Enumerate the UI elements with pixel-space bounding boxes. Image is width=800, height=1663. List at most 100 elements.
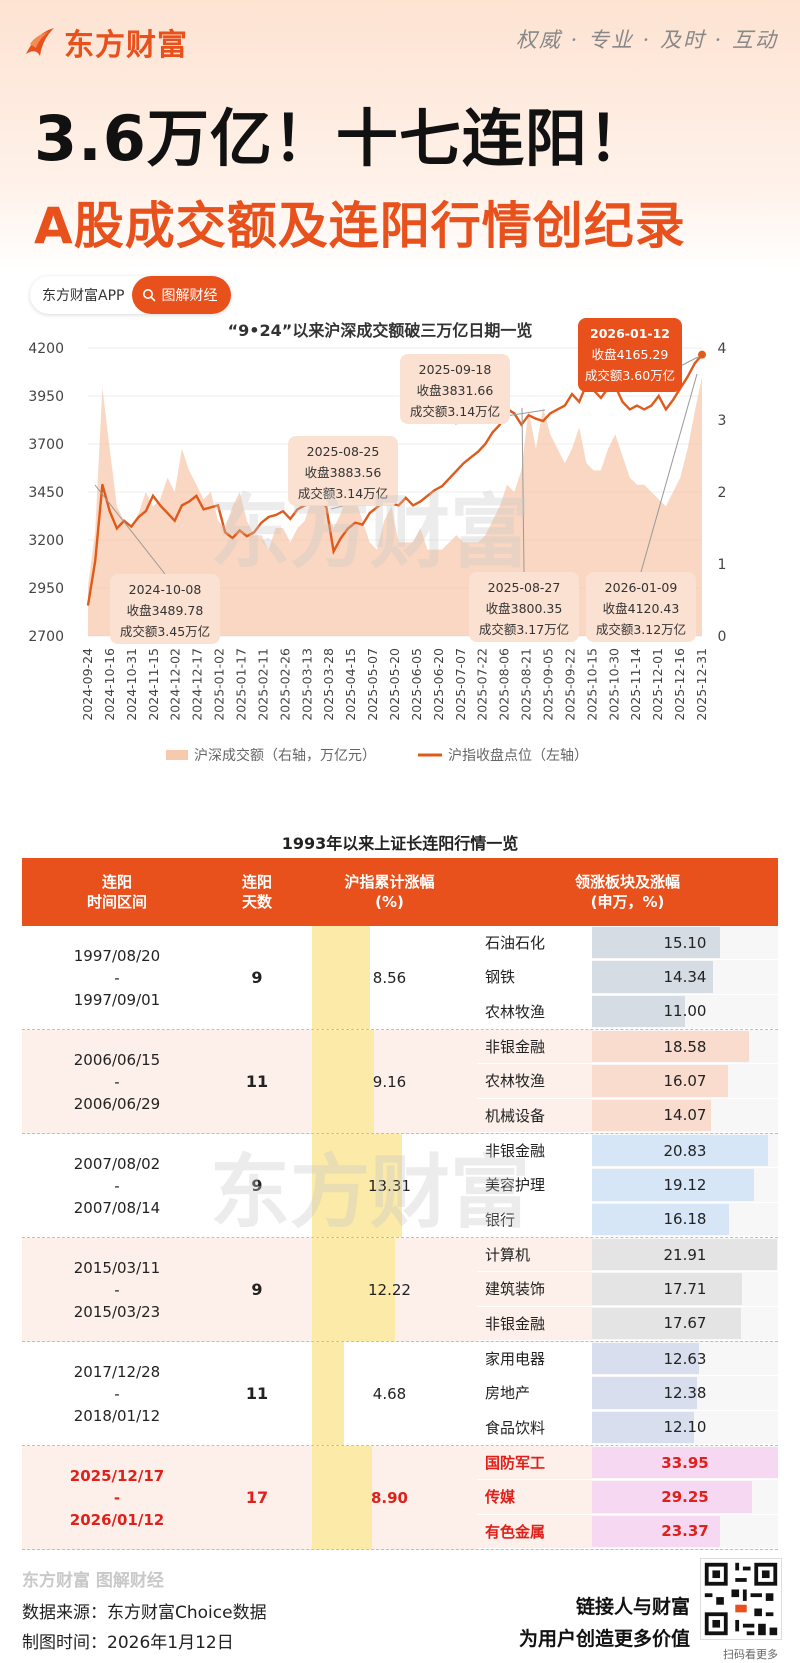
sector-bar [592,1377,697,1409]
period-text: 2006/06/29 [73,1094,161,1113]
sector-name: 计算机 [485,1246,531,1265]
period-text: - [114,968,120,987]
index-point [491,431,494,434]
sector-value: 14.34 [663,967,707,986]
annotation-box [469,572,579,642]
y-right-tick: 1 [718,557,727,573]
header-background [0,0,800,270]
brand: 东方财富 [22,20,188,64]
index-point [296,508,299,510]
annotation-leader [330,505,344,510]
sector-bar-wrap: 14.34 [592,960,778,994]
annotation-leader [521,407,525,573]
cum-bar [312,1446,373,1549]
sector-bar-wrap: 14.07 [592,1098,778,1132]
index-point [528,414,530,416]
period-cell: 2007/08/02 - 2007/08/14 [22,1134,212,1237]
annotation-leader [640,373,698,573]
cum-value: 13.31 [368,1176,411,1195]
sector-bar-wrap: 12.10 [592,1410,778,1444]
index-point [513,412,515,414]
days-cell: 11 [245,1072,269,1091]
x-tick: 2025-03-13 [299,648,314,721]
tag-button[interactable]: 图解财经 [132,276,232,314]
index-point [145,510,147,512]
sector-name: 非银金融 [485,1038,546,1057]
index-point [542,420,544,422]
sector-value: 12.63 [663,1349,707,1368]
annotation-close: 收盘3489.78 [127,603,204,618]
index-point [253,531,255,533]
annotation-volume: 成交额3.12万亿 [596,622,686,637]
period-text: 2025/12/17 [69,1466,165,1485]
index-point [159,504,161,506]
slogan: 权威 · 专业 · 及时 · 互动 [515,28,778,52]
sector-value: 12.38 [663,1383,707,1402]
index-point [441,485,443,487]
sector-bar-wrap: 33.95 [592,1446,778,1480]
index-line [86,353,703,606]
sector-bar-wrap: 21.91 [592,1238,778,1272]
index-point [325,506,327,508]
index-point [181,504,183,506]
index-point [369,512,371,514]
sector-bar [592,1203,729,1235]
index-point [289,518,291,520]
cum-cell: 12.22 [302,1238,477,1341]
sector-bar-wrap: 12.38 [592,1376,778,1410]
x-tick: 2024-10-31 [124,648,139,721]
sectors-cell: 家用电器 12.63 房地产 12.38 食品饮料 12.10 [477,1342,778,1445]
x-tick: 2025-02-11 [255,648,270,721]
x-tick: 2025-09-22 [562,648,577,721]
sector-name: 食品饮料 [485,1418,546,1437]
chart-svg: “9•24”以来沪深成交额破三万亿日期一览 420039503700345032… [28,318,727,764]
sector-bar [592,1447,778,1479]
table-header: 连阳 时间区间 连阳 天数 沪指累计涨幅 (%) 领涨板块及涨幅 (申万，%) [22,858,778,926]
x-tick: 2025-12-31 [694,648,709,721]
qr-code-icon[interactable] [700,1558,782,1640]
cum-cell: 13.31 [302,1134,477,1237]
sector-row: 国防军工 33.95 [477,1446,778,1481]
cum-bar [312,926,370,1029]
annotation-volume: 成交额3.14万亿 [298,486,388,501]
footer-slogan-1: 链接人与财富 [575,1596,690,1618]
volume-area [88,376,702,636]
index-point [434,489,436,491]
sector-bar [592,1239,778,1271]
sector-row: 农林牧渔 16.07 [477,1064,778,1099]
sector-value: 29.25 [661,1487,709,1506]
legend-area-swatch [166,750,188,760]
y-left-tick: 3950 [28,389,64,405]
cum-bar [312,1030,374,1133]
app-pill[interactable]: 东方财富APP 图解财经 [30,276,232,314]
sector-name: 家用电器 [485,1350,546,1369]
header-days: 连阳 天数 [241,873,272,911]
x-tick: 2025-06-20 [431,648,446,721]
sector-bar [592,927,720,959]
index-point [260,522,262,524]
annotation-date: 2025-08-27 [488,580,561,595]
index-point [275,514,277,516]
sector-value: 16.18 [663,1210,707,1229]
cum-cell: 8.56 [302,926,477,1029]
period-text: 2006/06/15 [73,1050,161,1069]
sectors-cell: 国防军工 33.95 传媒 29.25 有色金属 23.37 [477,1446,778,1549]
annotation-box [110,574,220,644]
annotation-box [400,354,510,424]
index-point [268,516,270,518]
period-cell: 1997/08/20 - 1997/09/01 [22,926,212,1029]
x-tick: 2025-02-26 [277,648,292,721]
sector-bar-wrap: 11.00 [592,994,778,1028]
period-text: - [114,1072,120,1091]
x-tick: 2025-12-16 [672,648,687,721]
x-tick: 2025-08-21 [519,648,534,721]
x-tick: 2025-10-15 [584,648,599,721]
index-point [672,399,674,401]
sector-name: 钢铁 [485,968,516,987]
annotation-close: 收盘4165.29 [592,347,669,362]
data-source: 数据来源：东方财富Choice数据 [22,1603,267,1623]
sectors-cell: 非银金融 20.83 美容护理 19.12 银行 16.18 [477,1134,778,1237]
table-row: 2017/12/28 - 2018/01/12 11 4.68 家用电器 12.63 房地产 1… [22,1342,778,1446]
index-point [87,604,89,606]
chart-title: “9•24”以来沪深成交额破三万亿日期一览 [228,321,533,340]
